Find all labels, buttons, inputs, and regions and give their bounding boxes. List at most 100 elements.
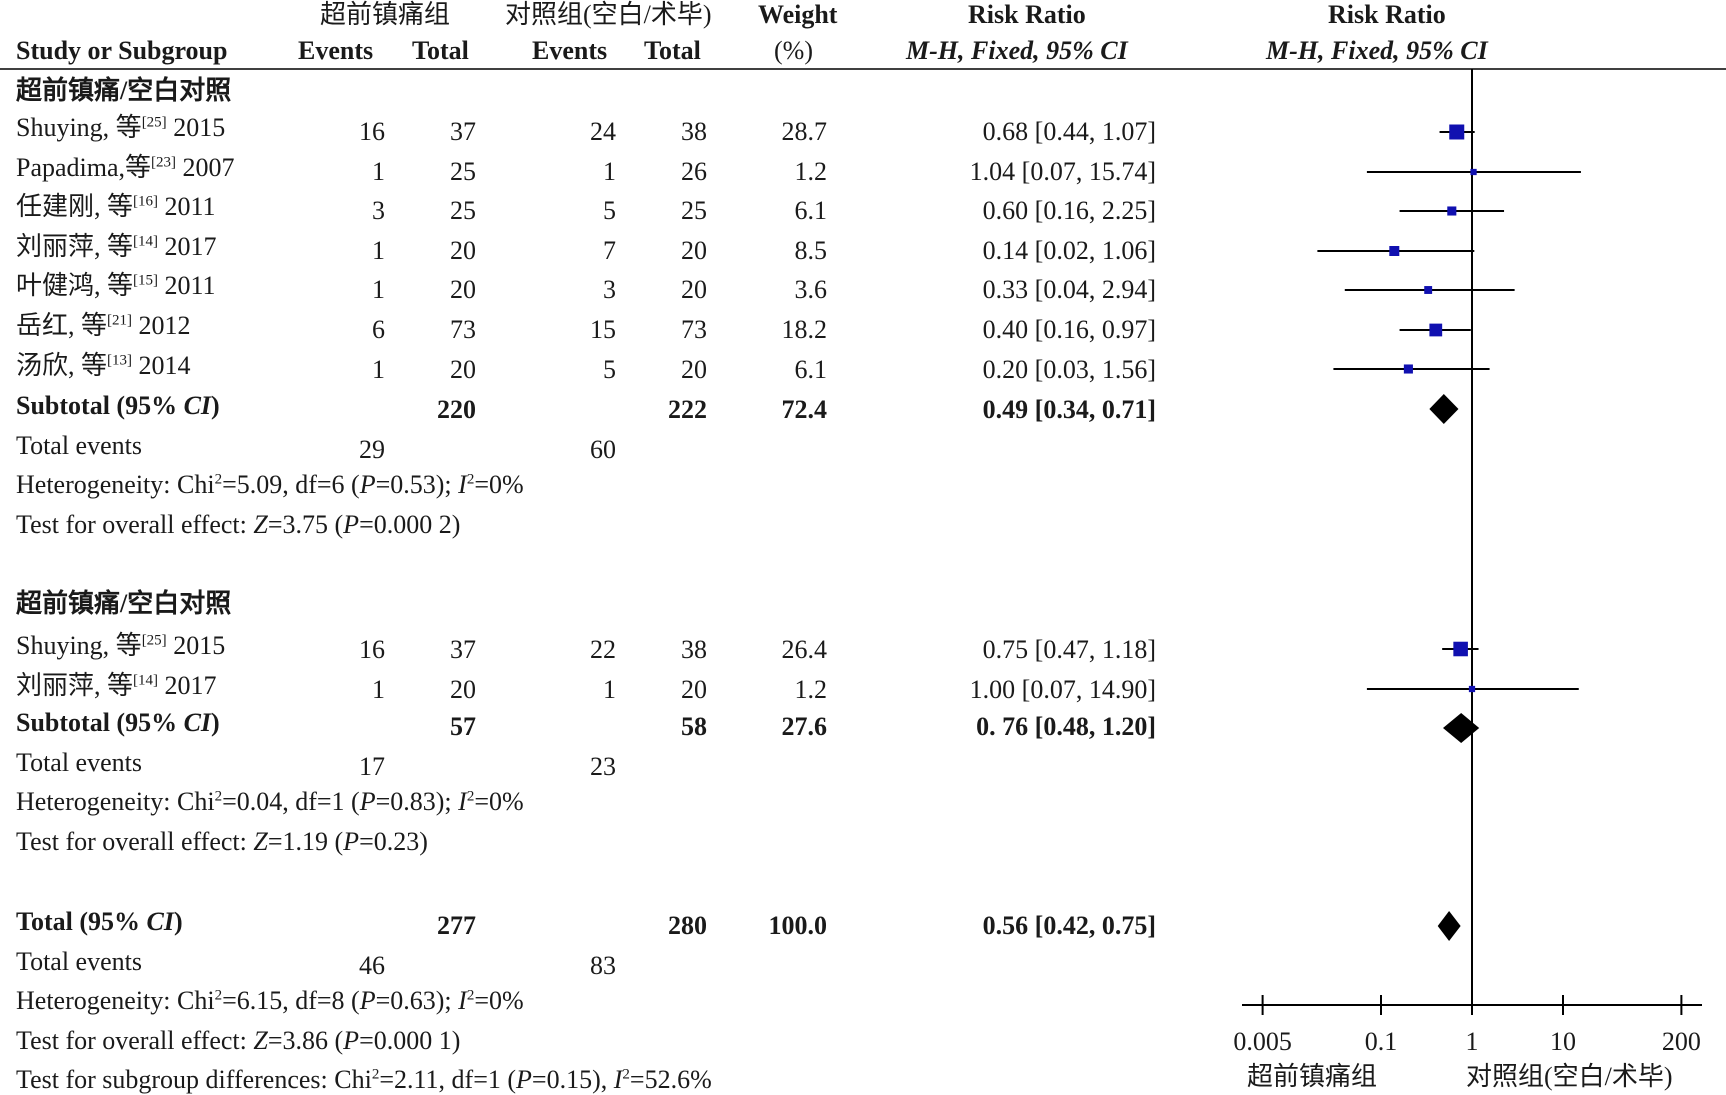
total1-header: Total bbox=[412, 36, 469, 65]
subgroup1-subtotal-total1: 220 bbox=[437, 395, 476, 424]
study-total1: 20 bbox=[450, 354, 476, 384]
events1-header: Events bbox=[298, 36, 374, 65]
study-weight: 28.7 bbox=[781, 117, 828, 146]
events2-header: Events bbox=[532, 36, 608, 65]
study-events2: 3 bbox=[603, 275, 616, 305]
study-ci: 1.04 [0.07, 15.74] bbox=[969, 156, 1156, 186]
study-total2: 25 bbox=[681, 196, 707, 226]
study-name: Shuying, 等[25] 2015 bbox=[16, 113, 226, 142]
favours-right-label: 对照组(空白/术毕) bbox=[1466, 1062, 1673, 1091]
subgroup2-subtotal-weight: 27.6 bbox=[781, 712, 828, 741]
study-weight: 6.1 bbox=[794, 196, 828, 226]
study-events1: 1 bbox=[372, 275, 385, 305]
total-label: Total (95% CI) bbox=[16, 907, 183, 936]
study-name: 叶健鸿, 等[15] 2011 bbox=[16, 271, 216, 301]
study-events1: 16 bbox=[359, 635, 385, 664]
total-ci: 0.56 [0.42, 0.75] bbox=[982, 911, 1156, 940]
favours-left-label: 超前镇痛组 bbox=[1247, 1062, 1378, 1091]
group1-header: 超前镇痛组 bbox=[320, 0, 451, 29]
study-name: Papadima,等[23] 2007 bbox=[16, 152, 235, 182]
study-events2: 5 bbox=[603, 196, 616, 226]
study-total2: 38 bbox=[681, 117, 707, 146]
study-events1: 1 bbox=[372, 354, 385, 384]
total-overall-effect: Test for overall effect: Z=3.86 (P=0.000… bbox=[16, 1026, 461, 1055]
total-total1: 277 bbox=[437, 911, 476, 940]
study-events2: 15 bbox=[590, 315, 616, 344]
subgroup1-overall-effect: Test for overall effect: Z=3.75 (P=0.000… bbox=[16, 510, 461, 539]
study-total1: 37 bbox=[450, 117, 476, 146]
study-total2: 20 bbox=[681, 275, 707, 305]
plot-method-header: M-H, Fixed, 95% CI bbox=[1266, 36, 1488, 65]
study-events1: 1 bbox=[372, 156, 385, 186]
study-events2: 1 bbox=[603, 156, 616, 186]
study-marker bbox=[1470, 168, 1477, 176]
subgroup-differences: Test for subgroup differences: Chi2=2.11… bbox=[16, 1065, 712, 1094]
study-events1: 16 bbox=[359, 117, 385, 146]
total-weight: 100.0 bbox=[768, 911, 828, 940]
study-marker bbox=[1447, 206, 1457, 216]
subgroup1-title: 超前镇痛/空白对照 bbox=[16, 76, 232, 105]
study-ci: 0.60 [0.16, 2.25] bbox=[982, 196, 1156, 226]
study-events2: 24 bbox=[590, 117, 616, 146]
summary-diamond bbox=[1429, 394, 1459, 424]
weight-header: Weight bbox=[758, 0, 838, 29]
study-total1: 25 bbox=[450, 156, 476, 186]
study-ci: 0.14 [0.02, 1.06] bbox=[982, 235, 1156, 265]
study-total1: 20 bbox=[450, 235, 476, 265]
study-ci: 0.40 [0.16, 0.97] bbox=[982, 315, 1156, 344]
study-name: 刘丽萍, 等[14] 2017 bbox=[16, 231, 217, 261]
subgroup2-subtotal-ci: 0. 76 [0.48, 1.20] bbox=[976, 712, 1156, 741]
subgroup1-subtotal-total2: 222 bbox=[668, 395, 707, 424]
total-total2: 280 bbox=[668, 911, 707, 940]
study-total2: 20 bbox=[681, 354, 707, 384]
study-weight: 3.6 bbox=[794, 275, 828, 305]
subgroup2-subtotal-total2: 58 bbox=[681, 712, 707, 741]
subgroup1-events1: 29 bbox=[359, 435, 385, 464]
study-ci: 0.20 [0.03, 1.56] bbox=[982, 354, 1156, 384]
plot-title-header: Risk Ratio bbox=[1328, 0, 1446, 29]
risk-ratio-method-header: M-H, Fixed, 95% CI bbox=[906, 36, 1128, 65]
study-marker bbox=[1429, 323, 1443, 337]
total-events-label: Total events bbox=[16, 947, 142, 976]
study-events1: 3 bbox=[372, 196, 385, 226]
weight-unit-header: (%) bbox=[774, 36, 813, 65]
study-name: 刘丽萍, 等[14] 2017 bbox=[16, 670, 217, 700]
study-ci: 1.00 [0.07, 14.90] bbox=[969, 674, 1156, 704]
subgroup2-heterogeneity: Heterogeneity: Chi2=0.04, df=1 (P=0.83);… bbox=[16, 787, 524, 816]
study-total2: 20 bbox=[681, 674, 707, 704]
x-tick-label: 200 bbox=[1662, 1027, 1701, 1056]
study-total2: 20 bbox=[681, 235, 707, 265]
study-total1: 25 bbox=[450, 196, 476, 226]
study-events2: 7 bbox=[603, 235, 616, 265]
study-events2: 22 bbox=[590, 635, 616, 664]
subgroup2-overall-effect: Test for overall effect: Z=1.19 (P=0.23) bbox=[16, 827, 428, 856]
study-marker bbox=[1449, 124, 1465, 140]
x-tick-label: 1 bbox=[1466, 1027, 1479, 1056]
study-total2: 38 bbox=[681, 635, 707, 664]
study-events1: 1 bbox=[372, 674, 385, 704]
study-total1: 73 bbox=[450, 315, 476, 344]
study-column-header: Study or Subgroup bbox=[16, 36, 228, 65]
study-weight: 26.4 bbox=[781, 635, 828, 664]
total2-header: Total bbox=[644, 36, 701, 65]
subgroup1-subtotal-ci: 0.49 [0.34, 0.71] bbox=[982, 395, 1156, 424]
x-tick-label: 0.005 bbox=[1233, 1027, 1292, 1056]
subgroup2-subtotal-label: Subtotal (95% CI) bbox=[16, 708, 220, 737]
subgroup2-events-label: Total events bbox=[16, 748, 142, 777]
study-total1: 20 bbox=[450, 674, 476, 704]
subgroup1-events2: 60 bbox=[590, 435, 616, 464]
study-total1: 20 bbox=[450, 275, 476, 305]
risk-ratio-header: Risk Ratio bbox=[968, 0, 1086, 29]
study-name: 汤欣, 等[13] 2014 bbox=[16, 350, 191, 380]
study-name: 任建刚, 等[16] 2011 bbox=[16, 192, 216, 222]
study-marker bbox=[1468, 685, 1476, 693]
study-events1: 1 bbox=[372, 235, 385, 265]
subgroup2-subtotal-total1: 57 bbox=[450, 712, 476, 741]
study-name: Shuying, 等[25] 2015 bbox=[16, 631, 226, 660]
study-name: 岳红, 等[21] 2012 bbox=[16, 311, 191, 340]
study-events2: 1 bbox=[603, 674, 616, 704]
study-weight: 6.1 bbox=[794, 354, 828, 384]
x-tick-label: 0.1 bbox=[1365, 1027, 1398, 1056]
study-weight: 18.2 bbox=[781, 315, 828, 344]
